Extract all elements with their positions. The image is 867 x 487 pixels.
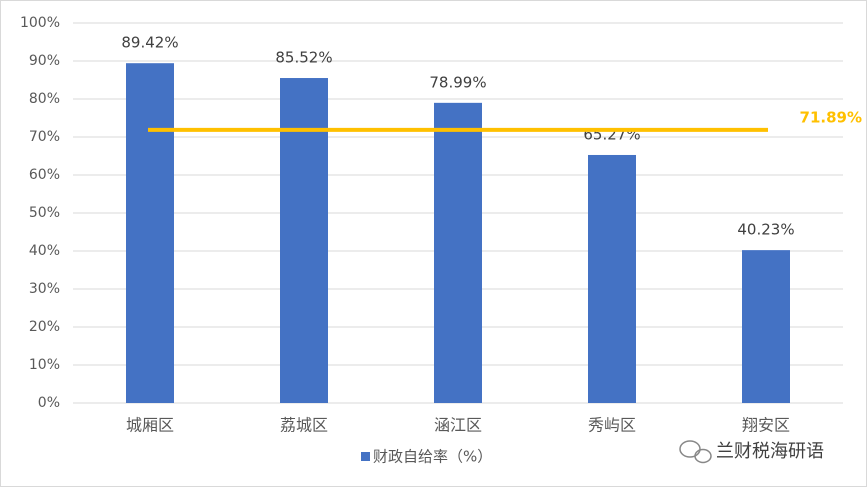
bar (434, 102, 482, 403)
x-tick-label: 秀屿区 (588, 416, 636, 435)
y-tick-label: 10% (29, 357, 60, 373)
legend-label: 财政自给率（%） (373, 448, 492, 466)
y-tick-label: 50% (29, 205, 60, 221)
reference-label: 71.89% (800, 108, 862, 126)
y-tick-label: 20% (29, 319, 60, 335)
x-tick-label: 城厢区 (126, 416, 174, 435)
y-tick-label: 60% (29, 167, 60, 183)
bar (588, 154, 636, 403)
y-tick-label: 70% (29, 129, 60, 145)
bar (126, 63, 174, 403)
value-label: 89.42% (121, 34, 178, 52)
bar (742, 250, 790, 403)
watermark: 兰财税海研语 (716, 441, 824, 462)
y-tick-label: 30% (29, 281, 60, 297)
bar (280, 78, 328, 404)
value-label: 78.99% (429, 73, 486, 91)
y-tick-label: 40% (29, 243, 60, 259)
legend-swatch (361, 452, 370, 461)
x-tick-label: 荔城区 (280, 416, 328, 435)
watermark-icon (679, 440, 712, 464)
value-label: 85.52% (275, 49, 332, 67)
value-label: 40.23% (737, 221, 794, 239)
y-tick-label: 0% (38, 395, 60, 411)
x-tick-label: 翔安区 (742, 416, 790, 435)
y-tick-label: 90% (29, 53, 60, 69)
x-tick-label: 涵江区 (434, 416, 482, 435)
y-tick-label: 80% (29, 91, 60, 107)
y-tick-label: 100% (20, 15, 60, 31)
